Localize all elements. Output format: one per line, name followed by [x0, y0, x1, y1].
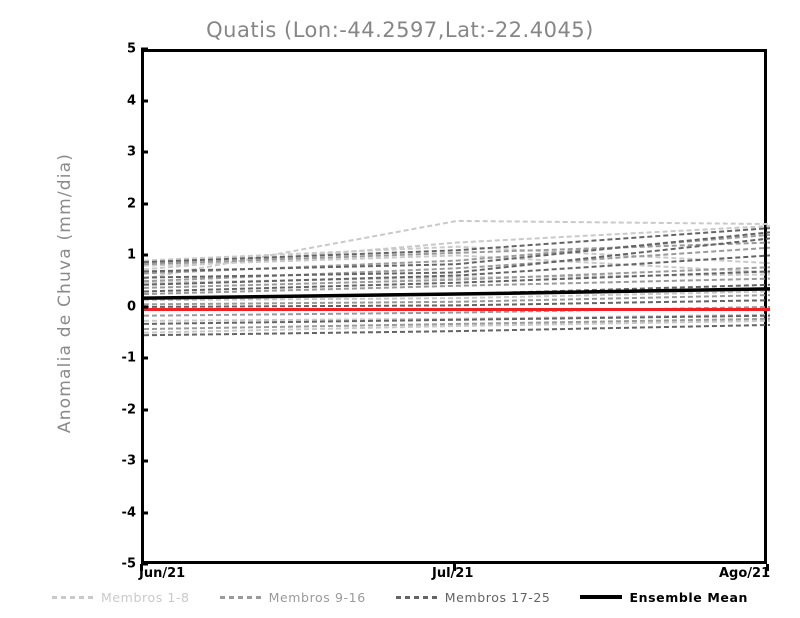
series-line — [144, 325, 770, 335]
y-tick-mark — [141, 150, 148, 154]
y-tick-label: -4 — [121, 505, 136, 520]
series-line — [144, 279, 770, 294]
x-tick-mark — [140, 564, 143, 571]
legend-label: Membros 9-16 — [268, 589, 366, 605]
series-line — [144, 255, 770, 284]
series-line — [144, 228, 770, 262]
y-tick-label: 1 — [126, 247, 136, 263]
chart-legend: Membros 1-8 Membros 9-16 Membros 17-25 Ense… — [0, 588, 800, 606]
y-tick-label: 4 — [126, 93, 136, 108]
series-line — [144, 255, 770, 272]
legend-label: Ensemble Mean — [629, 589, 748, 605]
legend-item[interactable]: Membros 1-8 — [52, 590, 190, 605]
series-line — [144, 243, 770, 265]
y-tick-mark — [141, 47, 148, 51]
x-tick-mark — [453, 564, 456, 571]
y-tick-label: -5 — [121, 556, 136, 572]
legend-swatch — [52, 595, 94, 599]
legend-swatch — [395, 595, 438, 599]
plot-canvas — [144, 52, 770, 567]
legend-label: Membros 17-25 — [444, 589, 551, 605]
legend-item[interactable]: Ensemble Mean — [580, 590, 748, 605]
legend-item[interactable]: Membros 17-25 — [395, 589, 551, 605]
y-tick-mark — [141, 305, 148, 308]
y-axis-tick-labels: -5 -4 -3 -2 -1 0 1 2 3 4 5 — [90, 0, 136, 618]
y-tick-mark — [141, 511, 148, 514]
x-tick-mark — [766, 564, 769, 571]
series-line — [144, 300, 770, 307]
series-line — [144, 247, 770, 263]
legend-swatch — [580, 595, 623, 599]
series-line — [144, 267, 770, 288]
series-line — [144, 291, 770, 300]
y-tick-mark — [141, 356, 148, 360]
series-line — [144, 248, 770, 281]
x-tick-label: Ago/21 — [719, 566, 771, 581]
legend-swatch — [219, 595, 262, 599]
y-tick-mark — [141, 202, 148, 205]
y-tick-label: -2 — [121, 402, 136, 417]
series-line — [144, 315, 770, 321]
ensemble-mean-line — [144, 289, 770, 298]
x-tick-label: Jul/21 — [432, 566, 474, 581]
legend-label: Membros 1-8 — [101, 589, 190, 605]
y-tick-mark — [141, 253, 148, 257]
series-line — [144, 321, 770, 333]
plot-area — [141, 49, 767, 564]
y-tick-mark — [141, 408, 148, 411]
series-line — [144, 232, 770, 271]
series-line — [144, 271, 770, 291]
series-line — [144, 238, 770, 277]
y-tick-label: 0 — [126, 299, 136, 314]
y-tick-label: 2 — [126, 196, 136, 211]
series-line — [144, 295, 770, 304]
series-line — [144, 316, 770, 324]
y-axis-label: Anomalia de Chuva (mm/dia) — [55, 152, 75, 434]
legend-item[interactable]: Membros 9-16 — [219, 589, 366, 605]
y-tick-label: -1 — [121, 350, 136, 366]
y-tick-label: -3 — [121, 453, 136, 469]
y-tick-label: 5 — [126, 41, 136, 57]
y-tick-mark — [141, 99, 148, 102]
series-line — [144, 319, 770, 329]
y-tick-mark — [141, 562, 148, 566]
x-tick-label: Jun/21 — [139, 566, 186, 581]
y-tick-label: 3 — [126, 144, 136, 160]
series-line — [144, 226, 770, 269]
series-line — [144, 221, 770, 279]
chart-title: Quatis (Lon:-44.2597,Lat:-22.4045) — [206, 18, 594, 42]
y-tick-mark — [141, 459, 148, 463]
